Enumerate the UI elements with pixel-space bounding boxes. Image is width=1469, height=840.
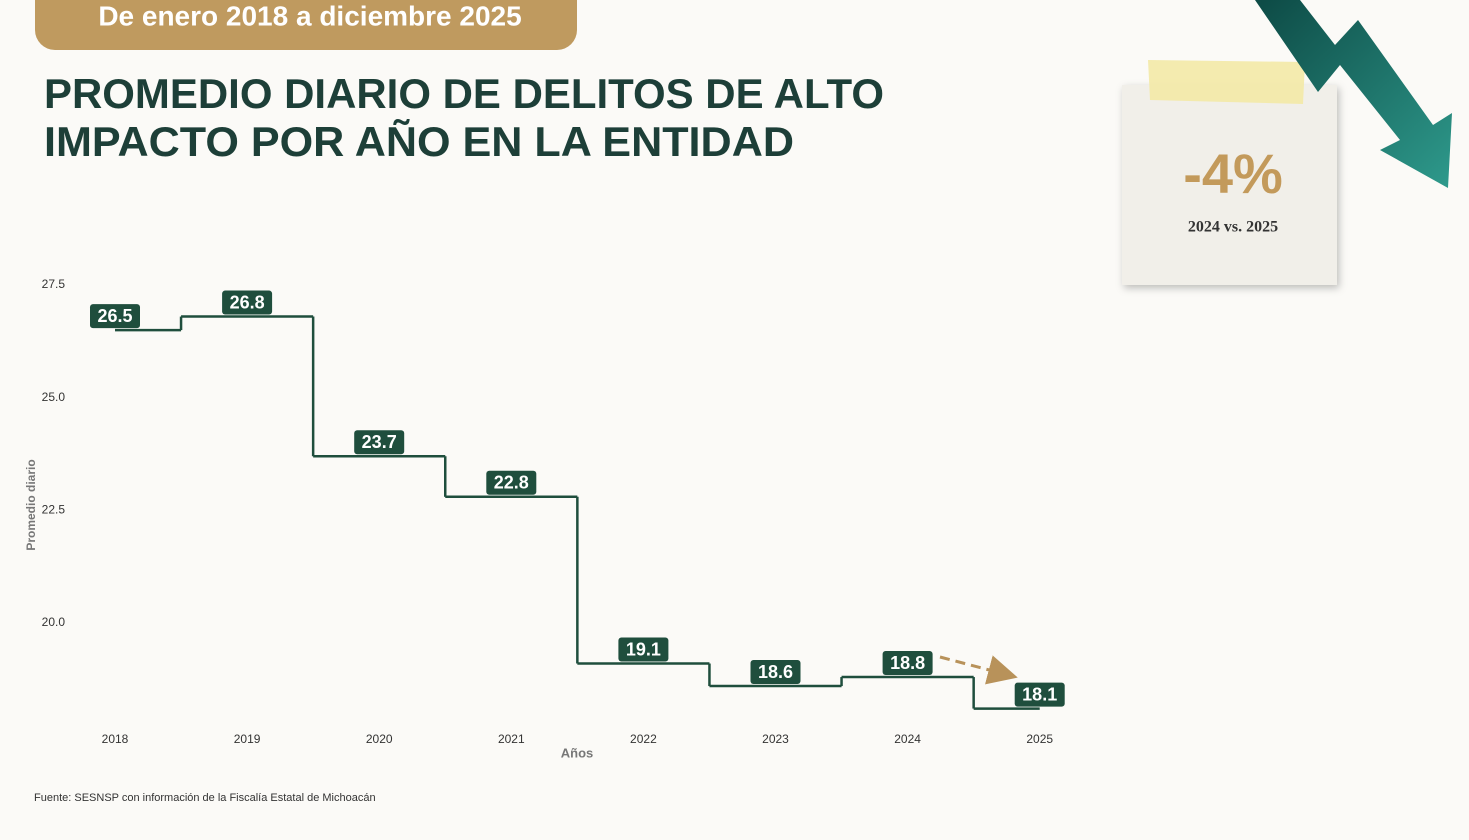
- header-pill: [35, 0, 577, 50]
- value-label-box: [354, 430, 405, 455]
- note-card: [1122, 85, 1337, 285]
- x-axis-label: Años: [561, 745, 594, 760]
- trend-arrow: [939, 655, 1018, 685]
- value-label-box: [750, 660, 801, 685]
- title-line: PROMEDIO DIARIO DE DELITOS DE ALTO: [44, 70, 884, 117]
- x-tick-label: 2024: [894, 732, 921, 746]
- value-label: 18.1: [1022, 684, 1057, 704]
- value-label-box: [486, 470, 537, 495]
- y-tick-label: 22.5: [42, 502, 66, 516]
- x-tick-label: 2019: [234, 732, 261, 746]
- y-tick-label: 25.0: [42, 390, 66, 404]
- x-tick-label: 2021: [498, 732, 525, 746]
- value-label: 26.8: [230, 292, 265, 312]
- value-label-box: [1014, 682, 1065, 707]
- y-axis-label: Promedio diario: [24, 459, 38, 550]
- callout-label: 2024 vs. 2025: [1188, 219, 1278, 236]
- down-arrow: [1255, 0, 1452, 188]
- x-tick-label: 2020: [366, 732, 393, 746]
- title-line: IMPACTO POR AÑO EN LA ENTIDAD: [44, 118, 794, 165]
- value-label: 26.5: [97, 306, 132, 326]
- value-label-box: [882, 651, 933, 676]
- x-tick-label: 2025: [1026, 732, 1053, 746]
- value-label: 23.7: [362, 432, 397, 452]
- tape: [1148, 60, 1305, 104]
- value-label-box: [222, 290, 273, 315]
- value-label: 19.1: [626, 639, 661, 659]
- y-tick-label: 27.5: [42, 277, 66, 291]
- value-label: 22.8: [494, 473, 529, 493]
- x-tick-label: 2018: [102, 732, 129, 746]
- value-label: 18.8: [890, 653, 925, 673]
- value-label-box: [618, 637, 669, 662]
- source: Fuente: SESNSP con información de la Fis…: [34, 792, 376, 804]
- x-tick-label: 2022: [630, 732, 657, 746]
- callout-value: -4%: [1183, 142, 1283, 205]
- value-label-box: [90, 304, 140, 329]
- y-tick-label: 20.0: [42, 615, 66, 629]
- header-text: De enero 2018 a diciembre 2025: [98, 0, 521, 31]
- x-tick-label: 2023: [762, 732, 789, 746]
- value-label: 18.6: [758, 662, 793, 682]
